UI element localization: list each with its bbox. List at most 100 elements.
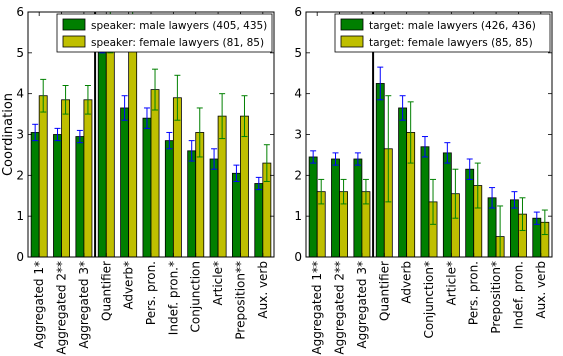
- x-tick-label: Pers. pron.: [467, 261, 481, 325]
- error-bar-female-2: [84, 85, 91, 115]
- x-tick-label: Indef. pron.: [511, 261, 525, 329]
- y-tick-label: 5: [294, 46, 302, 60]
- legend-swatch: [340, 35, 364, 48]
- error-bar-female-9: [519, 197, 526, 231]
- bar-male-2: [75, 136, 85, 257]
- error-bar-female-5: [430, 178, 437, 225]
- bar-female-6: [172, 97, 182, 257]
- error-bar-male-10: [255, 176, 262, 191]
- bar-male-7: [187, 150, 197, 257]
- x-tick-label: Adverb*: [122, 261, 136, 310]
- x-tick-label: Indef. pron.*: [166, 261, 180, 335]
- bar-male-2: [353, 158, 363, 257]
- y-tick-label: 4: [16, 87, 24, 101]
- x-tick-label: Aggregated 3*: [355, 261, 369, 349]
- bar-male-5: [142, 117, 152, 257]
- bar-male-1: [331, 158, 340, 257]
- x-tick-label: Aggregated 2**: [333, 261, 347, 355]
- error-bar-female-2: [362, 178, 369, 205]
- bar-male-9: [231, 172, 241, 257]
- legend-box: [56, 13, 273, 53]
- bar-male-6: [442, 152, 452, 257]
- error-bar-female-1: [62, 85, 69, 115]
- bar-male-6: [164, 140, 174, 257]
- x-tick-label: Aux. verb: [256, 261, 270, 319]
- y-tick-label: 6: [294, 5, 302, 19]
- error-bar-female-7: [196, 107, 203, 158]
- error-bar-female-9: [241, 95, 248, 138]
- legend-swatch: [340, 18, 364, 31]
- y-tick-label: 2: [294, 168, 302, 182]
- error-bar-male-7: [188, 140, 195, 162]
- error-bar-male-4: [399, 95, 406, 121]
- bar-female-2: [83, 99, 93, 257]
- error-bar-male-6: [166, 131, 173, 150]
- bar-female-1: [61, 99, 70, 257]
- y-tick-label: 1: [294, 209, 302, 223]
- error-bar-male-3: [377, 66, 384, 101]
- error-bar-male-5: [421, 136, 428, 158]
- bar-male-3: [97, 40, 107, 257]
- right-panel: 0 1 2 3 4 5 6 Aggregated 1** Aggregated 2** Aggre…: [294, 5, 553, 355]
- y-tick-label: 3: [16, 128, 24, 142]
- bar-male-10: [254, 183, 264, 257]
- error-bar-female-10: [541, 209, 548, 236]
- error-bar-male-2: [76, 129, 83, 144]
- legend-box: [334, 13, 551, 53]
- x-tick-label: Article*: [444, 261, 458, 306]
- error-bar-male-10: [533, 211, 540, 225]
- error-bar-male-8: [489, 187, 496, 209]
- error-bar-female-5: [152, 68, 159, 111]
- error-bar-male-1: [54, 127, 61, 142]
- error-bar-male-6: [444, 142, 451, 164]
- bar-female-4: [128, 27, 138, 257]
- x-tick-label: Article*: [211, 261, 225, 306]
- bar-male-5: [420, 146, 430, 257]
- error-bar-female-8: [219, 93, 226, 140]
- y-tick-label: 0: [294, 250, 302, 264]
- error-bar-female-6: [452, 168, 459, 219]
- x-tick-label: Conjunction*: [422, 261, 436, 338]
- error-bar-female-7: [474, 162, 481, 209]
- legend-label: speaker: male lawyers (405, 435): [91, 20, 267, 32]
- y-tick-label: 6: [16, 5, 24, 19]
- error-bar-male-0: [32, 123, 39, 142]
- bar-female-0: [38, 95, 48, 257]
- x-tick-label: Preposition**: [233, 261, 247, 340]
- y-tick-label: 3: [294, 128, 302, 142]
- plot-area: [308, 66, 550, 257]
- y-tick-label: 2: [16, 168, 24, 182]
- error-bar-male-8: [211, 148, 218, 170]
- bar-male-0: [308, 156, 318, 257]
- error-bar-female-1: [340, 178, 347, 205]
- y-axis-label: Coordination: [1, 93, 16, 176]
- bar-male-8: [209, 158, 219, 257]
- x-tick-label: Aggregated 1*: [32, 261, 46, 349]
- left-panel: 0 1 2 3 4 5 6 Aggregated 1* Aggregated 2** Aggreg…: [1, 5, 275, 355]
- bar-female-9: [240, 115, 249, 257]
- bar-female-3: [105, 27, 115, 257]
- legend: speaker: male lawyers (405, 435) speaker:…: [56, 13, 273, 53]
- x-tick-label: Aux. verb: [534, 261, 548, 319]
- x-tick-label: Preposition*: [489, 261, 503, 334]
- error-bar-female-8: [497, 205, 504, 257]
- error-bar-male-0: [310, 150, 317, 164]
- x-tick-label: Quantifier: [99, 261, 113, 321]
- bar-male-3: [375, 83, 385, 257]
- legend-swatch: [62, 18, 86, 31]
- legend-label: target: female lawyers (85, 85): [369, 37, 533, 49]
- error-bar-male-9: [511, 191, 518, 209]
- error-bar-female-3: [385, 95, 392, 203]
- y-tick-label: 0: [16, 250, 24, 264]
- bar-female-5: [150, 89, 160, 257]
- bar-male-7: [465, 168, 475, 257]
- x-tick-label: Adverb: [400, 261, 414, 304]
- y-tick-label: 4: [294, 87, 302, 101]
- error-bar-female-0: [318, 178, 325, 205]
- bar-male-4: [398, 107, 408, 257]
- error-bar-female-6: [174, 74, 181, 121]
- error-bar-female-4: [407, 101, 414, 164]
- legend-label: speaker: female lawyers (81, 85): [91, 37, 264, 49]
- error-bar-male-1: [332, 152, 339, 166]
